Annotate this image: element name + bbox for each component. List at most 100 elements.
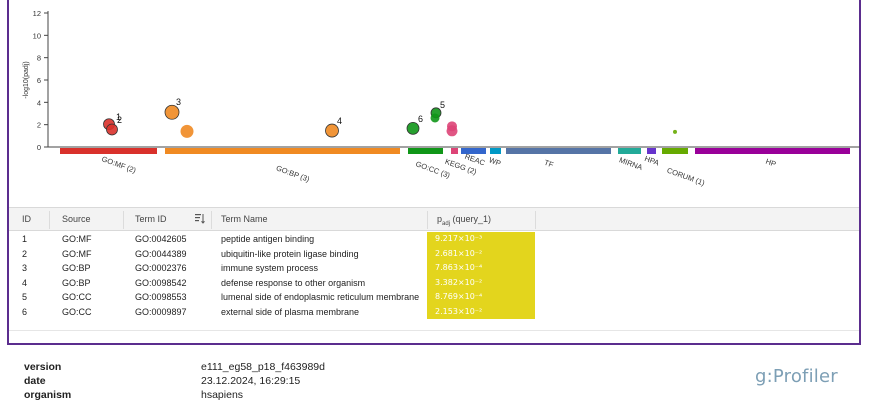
header-term-name[interactable]: Term Name [221,214,268,224]
header-term-id[interactable]: Term ID [135,214,167,224]
source-label: CORUM (1) [666,166,707,188]
source-bar [408,148,443,154]
source-label: MIRNA [618,155,644,172]
source-bar [490,148,501,154]
source-label: GO:BP (3) [275,163,311,184]
cell-term-name: lumenal side of endoplasmic reticulum me… [221,292,420,302]
cell-term-name: defense response to other organism [221,277,366,288]
frame-bottom-border [7,343,861,345]
cell-source: GO:CC [62,292,92,302]
cell-id: 5 [22,292,28,302]
cell-term-name: peptide antigen binding [221,234,315,244]
data-point [406,121,420,135]
table-row[interactable]: 3 GO:BP GO:0002376 immune system process 7.8… [9,261,859,276]
y-tick-label: 4 [37,98,41,107]
padj-value: 7.863×10⁻⁴ [435,263,483,272]
data-point [446,125,458,137]
organism-value: hsapiens [201,389,244,400]
source-bar [461,148,486,154]
cell-source: GO:BP [62,277,91,288]
table-body: 1 GO:MF GO:0042605 peptide antigen binding 9… [9,232,859,319]
data-point [673,129,677,134]
padj-value: 3.382×10⁻² [435,277,483,287]
cell-padj: 8.769×10⁻⁴ [427,290,535,305]
source-label: HPA [643,154,660,168]
cell-term-id: GO:0009897 [135,306,187,317]
source-label: HP [764,157,777,169]
cell-source: GO:MF [62,248,92,259]
cell-term-name: external side of plasma membrane [221,306,360,317]
data-point [180,124,194,138]
gprofiler-logo[interactable]: g:Profiler [755,366,838,387]
table-row[interactable]: 5 GO:CC GO:0098553 lumenal side of endoplas… [9,290,859,305]
date-value: 23.12.2024, 16:29:15 [201,375,301,387]
padj-value: 2.681×10⁻² [435,248,483,258]
data-point [325,123,339,138]
column-divider [535,211,536,229]
cell-id: 6 [22,306,28,317]
padj-value: 8.769×10⁻⁴ [435,292,483,301]
table-row[interactable]: 1 GO:MF GO:0042605 peptide antigen binding 9… [9,232,859,247]
point-label: 3 [176,97,181,107]
column-divider [427,211,428,229]
table-row[interactable]: 6 GO:CC GO:0009897 external side of plasma … [9,304,859,319]
header-padj-p: p [437,214,443,224]
y-tick-label: 2 [37,121,41,130]
cell-term-name: immune system process [221,263,319,273]
results-table: ID Source Term ID Term Name padj (query_… [9,207,859,329]
divider [9,330,859,331]
version-value: e111_eg58_p18_f463989d [201,361,325,373]
source-bar [60,148,157,154]
table-row[interactable]: 4 GO:BP GO:0098542 defense response to othe… [9,275,859,290]
cell-term-id: GO:0042605 [135,234,187,244]
cell-term-id: GO:0098553 [135,292,187,302]
data-point [106,123,118,136]
source-bar [662,148,688,154]
point-label: 2 [117,115,122,125]
y-tick-label: 10 [33,31,41,40]
source-bar [647,148,656,154]
cell-term-id: GO:0044389 [135,248,187,259]
sort-icon[interactable] [195,213,205,224]
cell-source: GO:BP [62,263,91,273]
point-label: 4 [337,116,342,126]
point-label: 1 [116,112,121,122]
cell-padj: 3.382×10⁻² [427,275,535,290]
header-source[interactable]: Source [62,214,91,224]
cell-source: GO:MF [62,234,92,244]
cell-term-id: GO:0098542 [135,277,187,288]
cell-padj: 9.217×10⁻³ [427,232,535,247]
column-divider [49,211,50,229]
source-bar [506,148,611,154]
column-divider [211,211,212,229]
frame-right-border [859,0,861,345]
cell-id: 4 [22,277,28,288]
source-bar [695,148,850,154]
source-bar [451,148,458,154]
point-label: 5 [440,100,445,110]
point-label: 6 [418,114,423,124]
header-padj-sub: adj [442,220,451,227]
column-divider [123,211,124,229]
cell-id: 1 [22,234,28,244]
frame-left-border [7,0,9,345]
version-label: version [24,361,62,373]
data-point [164,104,180,120]
organism-label: organism [24,389,72,400]
header-padj[interactable]: padj (query_1) [437,214,491,227]
table-row[interactable]: 2 GO:MF GO:0044389 ubiquitin-like protein l… [9,246,859,261]
source-label: GO:MF (2) [100,154,137,175]
data-point [430,113,440,123]
source-bar [165,148,400,154]
date-label: date [24,375,46,387]
padj-value: 2.153×10⁻² [435,306,483,316]
header-padj-query: (query_1) [450,214,492,224]
y-tick-label: 0 [37,143,41,152]
header-id[interactable]: ID [22,214,31,224]
cell-padj: 7.863×10⁻⁴ [427,261,535,276]
table-header: ID Source Term ID Term Name padj (query_… [9,207,859,231]
cell-source: GO:CC [62,306,92,317]
cell-term-id: GO:0002376 [135,263,187,273]
source-bar [618,148,641,154]
y-tick-label: 8 [37,54,41,63]
